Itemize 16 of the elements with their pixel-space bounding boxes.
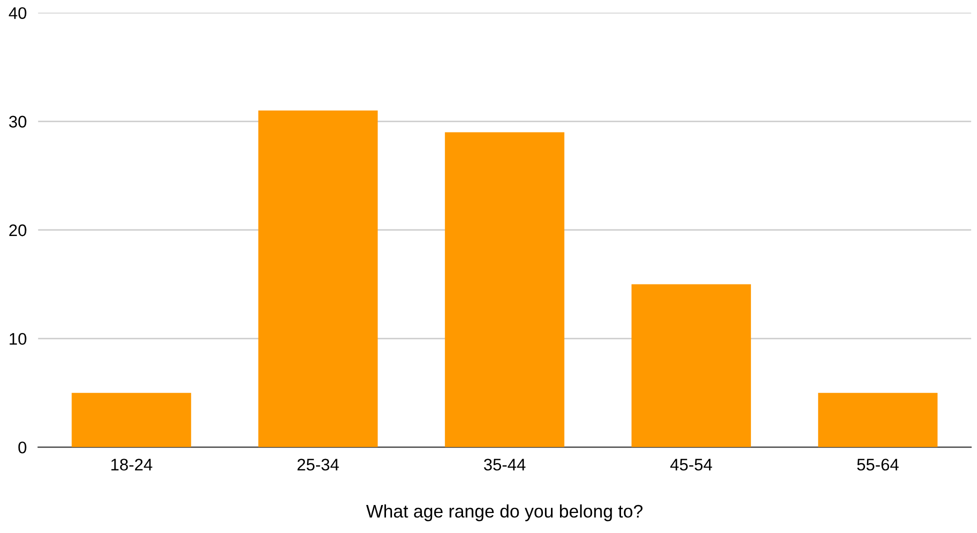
- x-axis-title: What age range do you belong to?: [366, 504, 642, 522]
- y-tick-label: 10: [10, 332, 26, 345]
- y-tick-label: 20: [9, 224, 26, 236]
- x-tick-label: 18-24: [111, 458, 152, 471]
- y-tick-label: 0: [18, 442, 26, 454]
- bar: [632, 284, 751, 448]
- x-tick-label: 45-54: [670, 458, 712, 471]
- x-tick-label: 25-34: [298, 458, 339, 471]
- bar: [258, 110, 378, 448]
- y-tick-label: 40: [8, 7, 26, 19]
- bar: [72, 392, 192, 448]
- x-tick-label: 35-44: [484, 458, 526, 471]
- x-tick-label: 55-64: [857, 458, 899, 471]
- y-tick-label: 30: [9, 116, 26, 128]
- bar: [444, 132, 564, 448]
- bar: [818, 392, 938, 448]
